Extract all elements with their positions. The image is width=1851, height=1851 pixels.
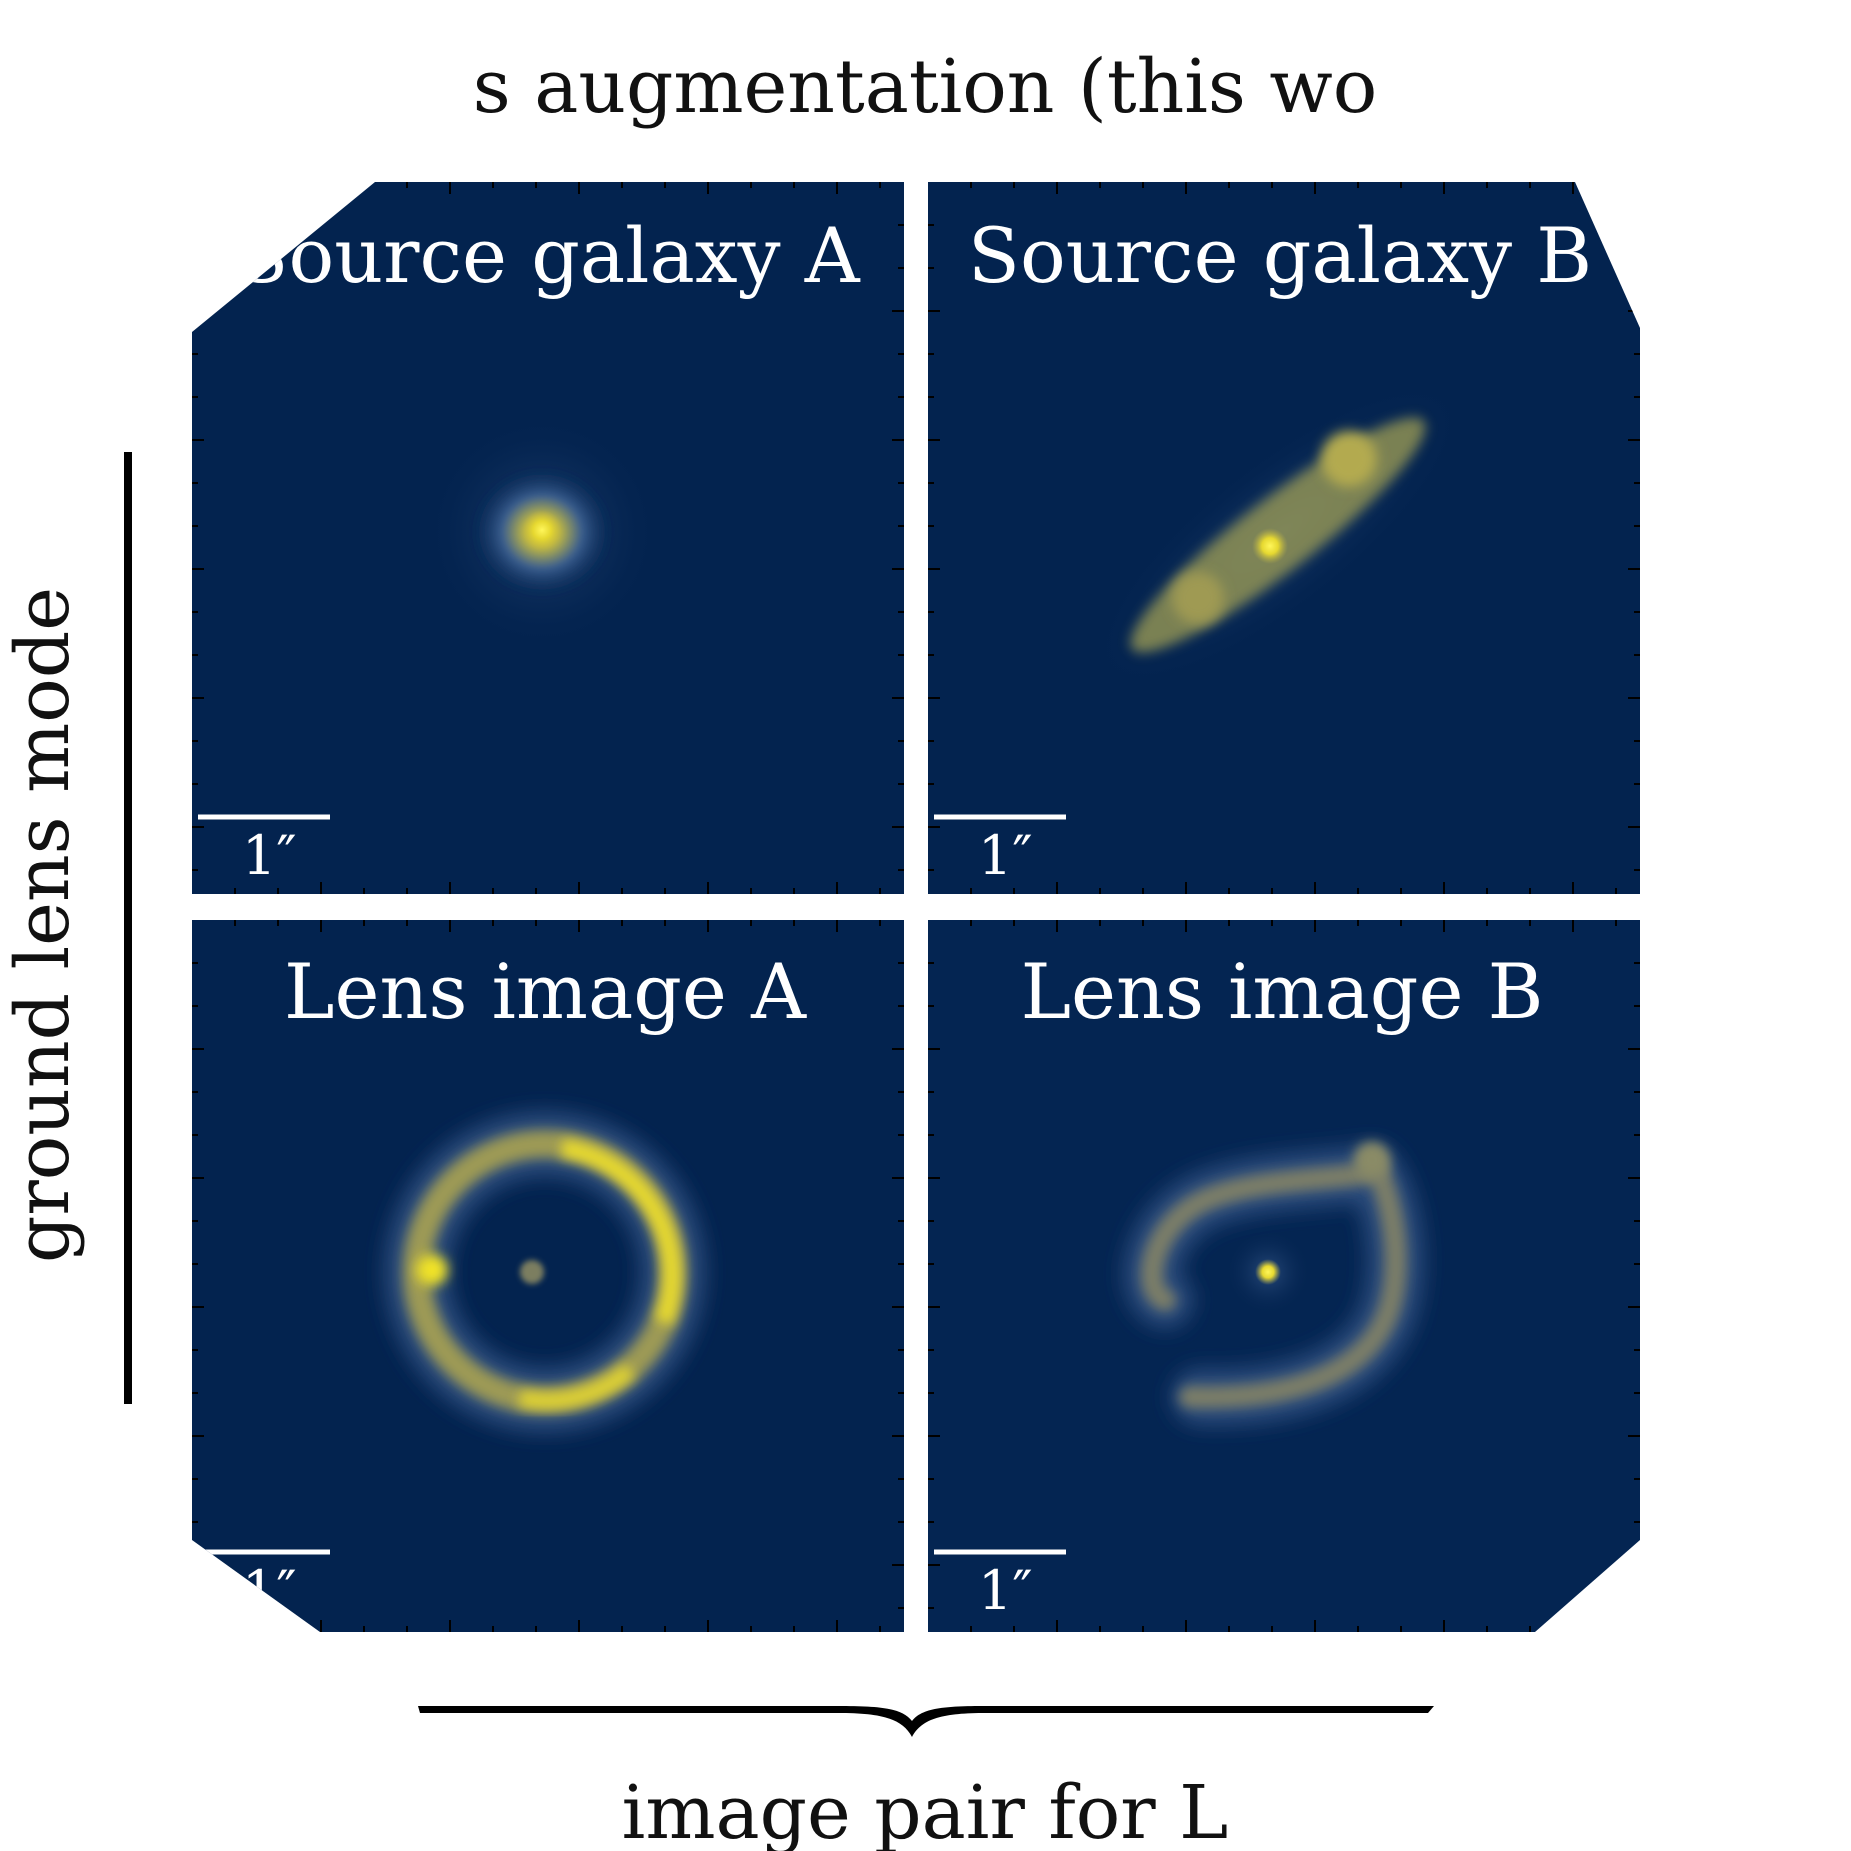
figure-bottom-label: image pair for L [622, 1770, 1229, 1851]
galaxy-core [522, 510, 562, 550]
panel-source-galaxy-b: Source galaxy B 1″ [928, 182, 1640, 894]
scale-bar-label: 1″ [978, 824, 1033, 887]
panel-lens-image-a: Lens image A 1″ [192, 920, 904, 1632]
panel-background [192, 920, 904, 1632]
lens-core [520, 1260, 544, 1284]
galaxy-knot [1321, 431, 1377, 487]
panel-title: Lens image B [1021, 947, 1544, 1036]
panel-grid: Source galaxy A 1″ Source galaxy B 1″ [192, 182, 1640, 1632]
panel-title: Source galaxy A [236, 211, 860, 300]
galaxy-core [1252, 528, 1288, 564]
panel-source-galaxy-a: Source galaxy A 1″ [192, 182, 904, 894]
galaxy-knot [1172, 572, 1224, 624]
tick-marks [928, 920, 1640, 1632]
arc-knot [1354, 1142, 1390, 1178]
figure-top-title: s augmentation (this wo [473, 44, 1378, 130]
ring-bright-spot [416, 1254, 448, 1286]
ring-bright-arc [518, 1363, 636, 1409]
lens-core [1255, 1259, 1281, 1285]
left-brace [124, 452, 132, 1404]
panel-title: Source galaxy B [968, 211, 1592, 300]
figure-left-label: ground lens mode [0, 587, 86, 1263]
lensed-arc [1179, 1149, 1407, 1409]
bottom-brace [418, 1706, 1434, 1737]
ring-bright-arc [560, 1139, 682, 1326]
panel-lens-image-b: Lens image B 1″ [928, 920, 1640, 1632]
lensed-arc [1141, 1161, 1383, 1311]
scale-bar-label: 1″ [978, 1559, 1033, 1622]
scale-bar-label: 1″ [242, 1559, 297, 1622]
scale-bar-label: 1″ [242, 824, 297, 887]
panel-title: Lens image A [284, 947, 807, 1036]
